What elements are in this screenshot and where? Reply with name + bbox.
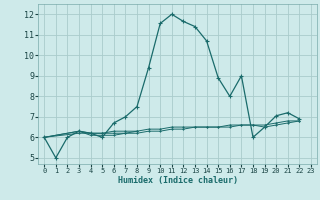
X-axis label: Humidex (Indice chaleur): Humidex (Indice chaleur) <box>118 176 238 185</box>
